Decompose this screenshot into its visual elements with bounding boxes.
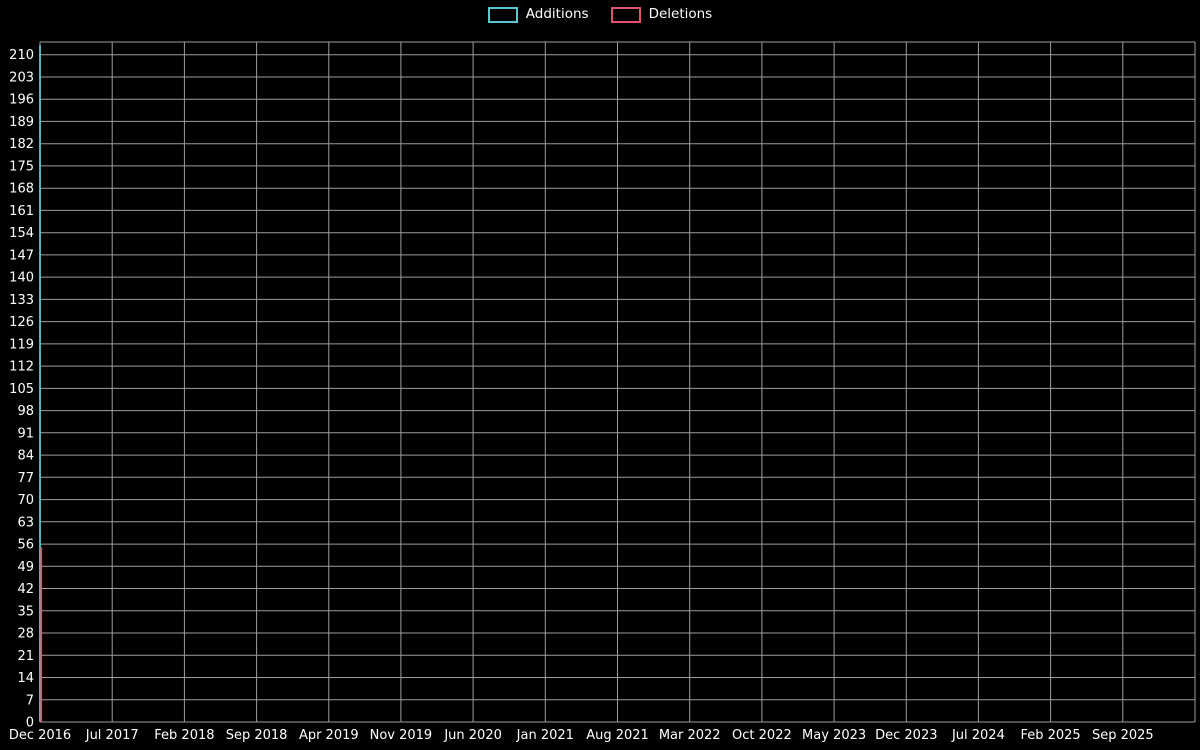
svg-text:133: 133 (9, 293, 34, 308)
svg-text:63: 63 (17, 515, 34, 530)
svg-text:154: 154 (9, 226, 34, 241)
svg-text:196: 196 (9, 93, 34, 108)
svg-text:98: 98 (17, 404, 34, 419)
svg-text:161: 161 (9, 204, 34, 219)
svg-text:91: 91 (17, 426, 34, 441)
svg-text:May 2023: May 2023 (802, 728, 866, 743)
svg-text:49: 49 (17, 560, 34, 575)
svg-text:Jul 2024: Jul 2024 (951, 728, 1005, 743)
legend-item-additions[interactable]: Additions (487, 6, 589, 23)
svg-text:Jul 2017: Jul 2017 (85, 728, 139, 743)
svg-text:Nov 2019: Nov 2019 (370, 728, 433, 743)
svg-text:147: 147 (9, 248, 34, 263)
additions-swatch-icon (487, 7, 518, 23)
svg-text:56: 56 (17, 538, 34, 553)
svg-text:105: 105 (9, 382, 34, 397)
svg-text:168: 168 (9, 182, 34, 197)
svg-text:210: 210 (9, 48, 34, 63)
svg-text:77: 77 (17, 471, 34, 486)
svg-text:Jun 2020: Jun 2020 (443, 728, 502, 743)
svg-text:7: 7 (26, 693, 34, 708)
svg-text:0: 0 (26, 716, 34, 731)
svg-text:35: 35 (17, 604, 34, 619)
svg-text:Sep 2025: Sep 2025 (1092, 728, 1154, 743)
legend-item-deletions[interactable]: Deletions (610, 6, 713, 23)
svg-text:140: 140 (9, 271, 34, 286)
svg-text:14: 14 (17, 671, 34, 686)
svg-text:203: 203 (9, 71, 34, 86)
deletions-swatch-icon (610, 7, 641, 23)
svg-text:Feb 2018: Feb 2018 (154, 728, 214, 743)
svg-text:Dec 2023: Dec 2023 (875, 728, 937, 743)
svg-text:182: 182 (9, 137, 34, 152)
svg-text:Aug 2021: Aug 2021 (586, 728, 649, 743)
svg-text:119: 119 (9, 337, 34, 352)
svg-text:Oct 2022: Oct 2022 (732, 728, 792, 743)
legend-label-additions: Additions (525, 6, 589, 23)
svg-text:175: 175 (9, 159, 34, 174)
svg-text:Feb 2025: Feb 2025 (1020, 728, 1080, 743)
svg-text:Mar 2022: Mar 2022 (659, 728, 721, 743)
svg-text:21: 21 (17, 649, 34, 664)
svg-text:Dec 2016: Dec 2016 (9, 728, 71, 743)
svg-text:126: 126 (9, 315, 34, 330)
chart-legend: Additions Deletions (0, 7, 1200, 23)
svg-text:42: 42 (17, 582, 34, 597)
svg-text:Jan 2021: Jan 2021 (516, 728, 574, 743)
legend-label-deletions: Deletions (648, 6, 713, 23)
svg-text:Sep 2018: Sep 2018 (226, 728, 288, 743)
svg-text:Apr 2019: Apr 2019 (299, 728, 359, 743)
svg-text:70: 70 (17, 493, 34, 508)
svg-text:189: 189 (9, 115, 34, 130)
svg-text:84: 84 (17, 449, 34, 464)
svg-text:112: 112 (9, 360, 34, 375)
svg-text:28: 28 (17, 627, 34, 642)
